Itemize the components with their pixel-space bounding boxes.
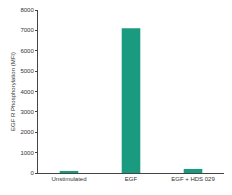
svg-text:6000: 6000 xyxy=(20,48,34,54)
svg-text:4000: 4000 xyxy=(20,89,34,95)
svg-text:0: 0 xyxy=(30,170,34,176)
svg-text:8000: 8000 xyxy=(20,7,34,13)
svg-text:Unstimulated: Unstimulated xyxy=(51,176,86,182)
svg-text:3000: 3000 xyxy=(20,109,34,115)
svg-text:EGF + HDS 029: EGF + HDS 029 xyxy=(171,176,215,182)
svg-text:7000: 7000 xyxy=(20,27,34,33)
svg-text:5000: 5000 xyxy=(20,68,34,74)
svg-text:1000: 1000 xyxy=(20,150,34,156)
svg-text:EGF: EGF xyxy=(125,176,138,182)
svg-text:2000: 2000 xyxy=(20,129,34,135)
svg-text:EGF R Phosphorylation (MFI): EGF R Phosphorylation (MFI) xyxy=(10,52,16,131)
